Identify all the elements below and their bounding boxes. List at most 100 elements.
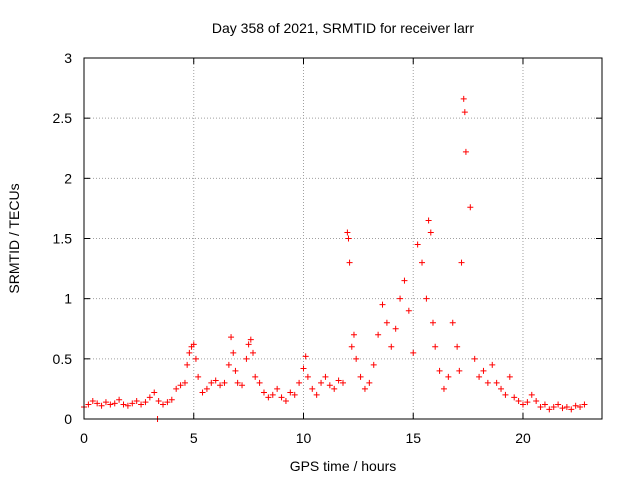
data-point [107, 401, 114, 408]
data-point [160, 401, 167, 408]
data-point [250, 349, 257, 356]
data-point [340, 379, 346, 386]
data-point [471, 355, 478, 362]
data-point [476, 373, 483, 380]
data-point [269, 391, 276, 398]
data-point [124, 402, 131, 409]
x-tick-label: 5 [190, 430, 198, 446]
data-point [296, 379, 303, 386]
data-point [550, 403, 557, 410]
data-point [168, 396, 175, 403]
data-point [456, 367, 463, 374]
data-point [142, 399, 149, 406]
data-point [300, 365, 307, 372]
data-point [480, 367, 487, 374]
data-point [423, 295, 430, 302]
y-axis-label: SRMTID / TECUs [6, 183, 22, 293]
data-point [309, 385, 316, 392]
data-point [199, 389, 206, 396]
data-point [151, 389, 158, 396]
data-point [528, 391, 535, 398]
data-point [345, 235, 352, 242]
data-point [278, 394, 285, 401]
data-point [401, 277, 408, 284]
data-point [366, 379, 373, 386]
y-tick-label: 0 [64, 411, 72, 427]
data-point [302, 353, 309, 360]
data-point [89, 397, 96, 404]
data-point [186, 349, 193, 356]
data-point [353, 355, 360, 362]
data-point [454, 343, 461, 350]
data-point [326, 382, 333, 389]
data-point [173, 385, 180, 392]
data-point [212, 377, 219, 384]
data-point [361, 385, 368, 392]
data-point [357, 373, 364, 380]
data-point [190, 341, 197, 348]
data-point [234, 379, 241, 386]
data-point [350, 331, 357, 338]
data-point [427, 229, 434, 236]
data-point [440, 385, 447, 392]
y-tick-label: 3 [64, 50, 72, 66]
data-point [239, 382, 246, 389]
data-point [410, 349, 417, 356]
data-point [568, 406, 575, 413]
grid-layer [84, 58, 602, 419]
data-point [489, 361, 496, 368]
data-point [203, 385, 210, 392]
data-point [572, 402, 579, 409]
data-point [120, 401, 127, 408]
data-point [247, 336, 254, 343]
data-point [484, 379, 491, 386]
data-point [524, 399, 531, 406]
data-point [506, 373, 513, 380]
data-point [221, 379, 228, 386]
data-point [388, 343, 395, 350]
data-point [379, 301, 386, 308]
data-point [559, 405, 566, 412]
data-point [515, 397, 522, 404]
x-tick-label: 20 [515, 430, 531, 446]
data-point [225, 361, 232, 368]
data-point [181, 379, 188, 386]
x-tick-label: 0 [80, 430, 88, 446]
data-point [155, 397, 162, 404]
data-point [331, 385, 338, 392]
data-point [577, 403, 584, 410]
data-point [370, 361, 377, 368]
data-point [98, 402, 105, 409]
data-point [458, 259, 465, 266]
data-point [533, 397, 540, 404]
data-point [208, 379, 215, 386]
data-point [274, 385, 281, 392]
data-point [177, 382, 184, 389]
data-point [232, 367, 239, 374]
data-point [111, 400, 118, 407]
x-axis-label: GPS time / hours [290, 458, 397, 474]
axes-layer: 0 5 10 15 20 0 0.5 1 1.5 2 2.5 3 [53, 50, 602, 446]
data-point [502, 391, 509, 398]
y-tick-label: 0.5 [53, 351, 73, 367]
data-point [133, 397, 140, 404]
data-point [230, 349, 237, 356]
data-point [419, 259, 426, 266]
data-point [335, 377, 342, 384]
data-point [405, 307, 412, 314]
data-point [563, 403, 570, 410]
x-tick-label: 15 [405, 430, 421, 446]
data-point [392, 325, 399, 332]
data-point [546, 406, 553, 413]
y-tick-label: 1 [64, 291, 72, 307]
data-point [462, 148, 469, 155]
data-point [498, 385, 505, 392]
y-tick-label: 2 [64, 170, 72, 186]
data-point [164, 399, 171, 406]
data-point [260, 389, 267, 396]
data-point [265, 394, 272, 401]
data-point [313, 391, 320, 398]
data-point [94, 400, 101, 407]
data-point [344, 229, 351, 236]
